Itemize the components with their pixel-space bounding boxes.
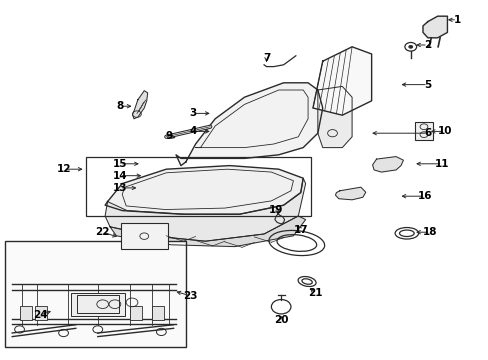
Bar	[5, 241, 185, 347]
Text: 8: 8	[116, 101, 123, 111]
Text: 11: 11	[434, 159, 449, 169]
Text: 3: 3	[189, 108, 196, 118]
Polygon shape	[105, 178, 305, 241]
Text: 4: 4	[189, 126, 197, 136]
Text: 2: 2	[424, 40, 430, 50]
Text: 15: 15	[112, 159, 127, 169]
Bar	[121, 223, 167, 249]
Text: 23: 23	[183, 291, 198, 301]
Text: 5: 5	[424, 80, 430, 90]
Text: 20: 20	[273, 315, 288, 325]
Polygon shape	[335, 187, 365, 200]
Bar	[151, 306, 163, 320]
Text: 19: 19	[268, 204, 283, 215]
Text: 10: 10	[437, 126, 451, 136]
Text: 16: 16	[417, 191, 432, 201]
Polygon shape	[176, 83, 322, 166]
Polygon shape	[312, 47, 371, 115]
Text: 18: 18	[422, 227, 437, 237]
Polygon shape	[110, 216, 305, 247]
Polygon shape	[317, 86, 351, 148]
Bar	[129, 306, 142, 320]
Polygon shape	[132, 91, 147, 119]
Polygon shape	[422, 16, 447, 38]
Text: 22: 22	[95, 227, 110, 237]
Polygon shape	[105, 166, 303, 214]
Text: 13: 13	[112, 183, 127, 193]
Polygon shape	[372, 157, 403, 172]
Text: 21: 21	[307, 288, 322, 298]
Text: 14: 14	[112, 171, 127, 181]
Bar	[71, 293, 124, 316]
Circle shape	[408, 45, 412, 48]
Bar	[20, 306, 32, 320]
Text: 7: 7	[262, 53, 270, 63]
Text: 6: 6	[424, 128, 430, 138]
Bar	[35, 306, 47, 320]
Bar	[77, 295, 119, 313]
Text: 12: 12	[56, 164, 71, 174]
Text: 1: 1	[453, 15, 460, 25]
Bar	[414, 122, 432, 140]
Text: 17: 17	[293, 225, 307, 235]
Text: 9: 9	[165, 131, 172, 141]
Text: 24: 24	[33, 310, 47, 320]
Bar	[85, 157, 310, 216]
